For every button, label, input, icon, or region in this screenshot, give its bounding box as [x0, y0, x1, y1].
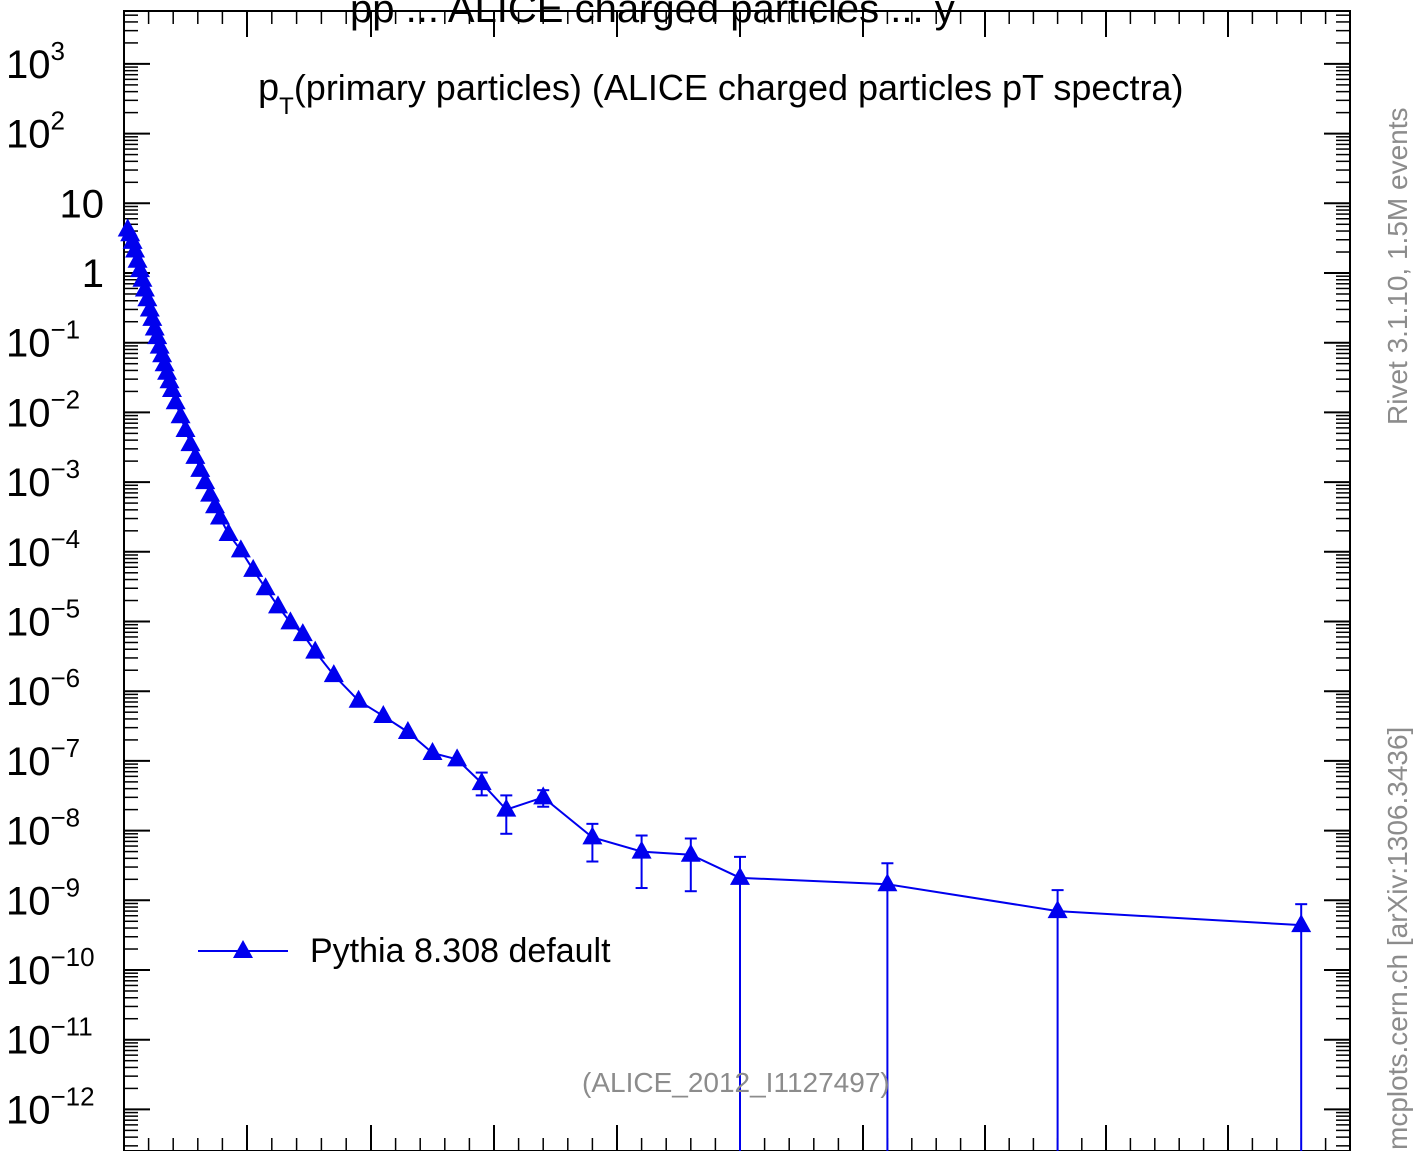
title-rest: (primary particles) (ALICE charged parti… [294, 67, 1184, 108]
y-tick-label: 10−5 [6, 594, 80, 645]
y-tick-label: 10−1 [6, 315, 80, 366]
data-point [730, 866, 750, 885]
legend-label: Pythia 8.308 default [310, 932, 611, 970]
data-point [422, 741, 443, 760]
y-tick-label: 10−8 [6, 803, 80, 854]
legend-marker [233, 940, 253, 958]
data-point [134, 278, 155, 297]
y-tick-label: 10−7 [6, 733, 80, 784]
watermark: (ALICE_2012_I1127497) [582, 1067, 890, 1098]
chart-title: pT(primary particles) (ALICE charged par… [258, 67, 1183, 120]
axis-ticks [123, 11, 1351, 1151]
data-point [152, 344, 173, 363]
y-tick-label: 10−3 [6, 454, 80, 505]
data-point [165, 391, 186, 410]
data-point [1291, 914, 1312, 933]
series-line [126, 229, 1302, 927]
mcplots-side-text: mcplots.cern.ch [arXiv:1306.3436] [1382, 727, 1413, 1150]
data-point [631, 840, 652, 859]
data-point [292, 623, 313, 642]
y-tick-label: 10−4 [6, 524, 80, 575]
series-group [117, 218, 1312, 1151]
data-point [373, 705, 394, 724]
top-cut-title-text: pp ... ALICE charged particles ... y [350, 0, 955, 31]
data-point [397, 720, 418, 739]
rivet-side-text: Rivet 3.1.10, 1.5M events [1382, 107, 1413, 425]
y-tick-label: 10−11 [6, 1012, 93, 1063]
data-point [147, 326, 168, 345]
y-tick-label: 10−12 [6, 1081, 95, 1132]
data-point [447, 748, 468, 767]
y-tick-label: 10−6 [6, 663, 80, 714]
data-point [139, 298, 160, 317]
data-point [1047, 900, 1068, 919]
data-point [496, 798, 517, 817]
data-point [877, 873, 898, 892]
data-point [243, 558, 264, 577]
data-point [175, 418, 196, 437]
y-tick-label: 1 [82, 252, 104, 296]
plot-frame [123, 10, 1351, 1151]
data-point [255, 577, 276, 596]
data-point [348, 689, 369, 708]
y-tick-label: 103 [6, 36, 65, 87]
data-point [230, 539, 251, 558]
data-point [132, 268, 153, 287]
top-cut-title: pp ... ALICE charged particles ... y [350, 0, 955, 31]
y-tick-label: 10−9 [6, 872, 80, 923]
y-tick-label: 102 [6, 106, 65, 157]
data-point [125, 239, 146, 258]
data-point [471, 772, 492, 791]
data-point [129, 259, 150, 278]
y-tick-label: 10 [60, 182, 105, 226]
y-tick-label: 10−2 [6, 384, 80, 435]
title-main: p [258, 67, 279, 109]
data-point [305, 640, 326, 659]
y-tick-label: 10−10 [6, 942, 95, 993]
data-point [218, 523, 239, 542]
title-sub: T [279, 93, 294, 120]
data-point [680, 843, 701, 862]
y-tick-labels: 103 102 10 110−1 10−2 10−3 10−4 10−5 10−6 10−7 10−… [6, 36, 104, 1133]
legend: Pythia 8.308 default [198, 932, 611, 970]
data-point [170, 405, 191, 424]
data-point [280, 611, 301, 630]
data-point [533, 786, 554, 805]
data-point [137, 288, 158, 307]
data-point [127, 249, 148, 268]
data-point [323, 664, 344, 683]
data-point [268, 595, 288, 614]
data-point [142, 307, 163, 326]
data-point [161, 378, 182, 397]
data-point [582, 826, 603, 845]
data-point [209, 506, 230, 525]
